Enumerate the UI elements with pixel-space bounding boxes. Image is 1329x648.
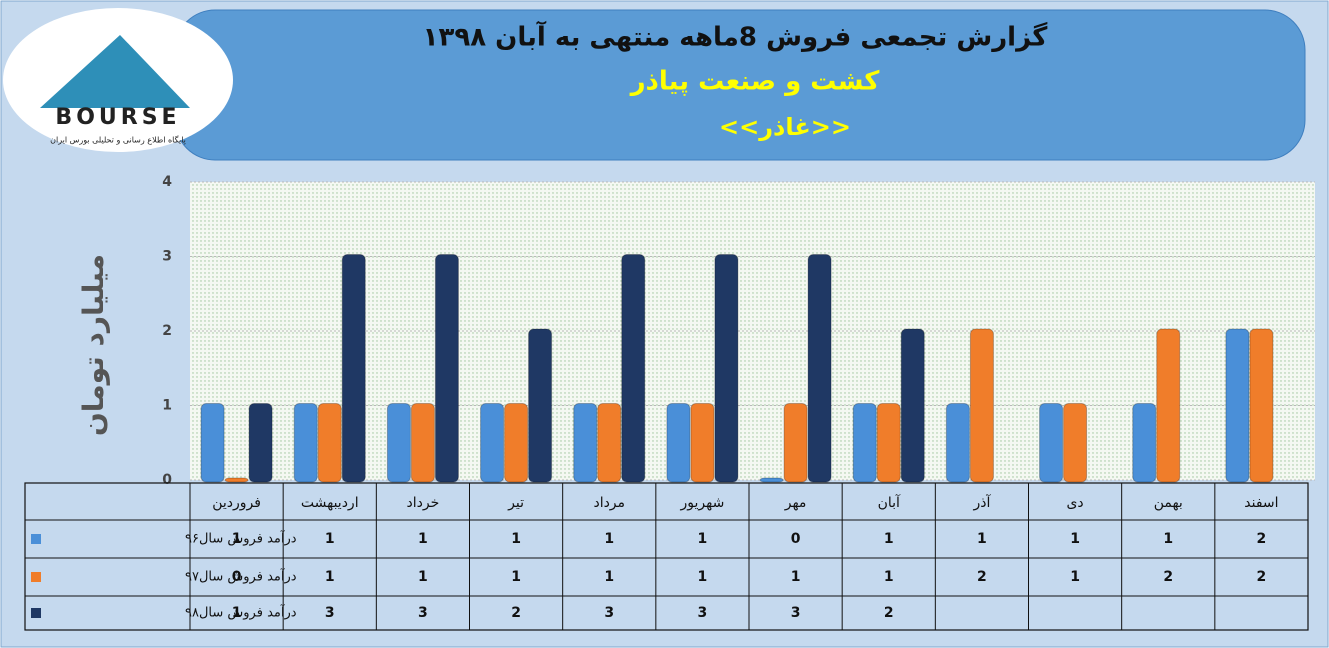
x-tick-label: تیر <box>507 495 524 511</box>
table-value: 2 <box>511 605 521 621</box>
table-value: 1 <box>698 569 708 585</box>
bar <box>293 403 318 483</box>
bar <box>480 403 505 483</box>
table-value: 1 <box>884 531 894 547</box>
y-tick-label: 2 <box>162 323 172 339</box>
bar <box>224 477 249 483</box>
logo-caption: پایگاه اطلاع رسانی و تحلیلی بورس ایران <box>50 135 186 145</box>
legend-swatch <box>31 572 41 582</box>
bar <box>597 403 622 483</box>
x-tick-label: دی <box>1066 495 1083 511</box>
bar <box>807 254 832 483</box>
table-value: 3 <box>698 605 708 621</box>
bar <box>876 403 901 483</box>
y-tick-label: 4 <box>162 174 172 190</box>
x-tick-label: شهریور <box>680 495 725 511</box>
table-value: 3 <box>325 605 335 621</box>
table-value: 1 <box>698 531 708 547</box>
legend-label: درآمد فروش سال۹۸ <box>185 604 297 621</box>
y-tick-label: 3 <box>162 249 172 265</box>
table-value: 0 <box>791 531 801 547</box>
x-tick-label: اردیبهشت <box>301 495 359 511</box>
table-value: 1 <box>791 569 801 585</box>
bar <box>248 403 273 483</box>
bar <box>1249 328 1274 483</box>
bar <box>504 403 529 483</box>
bar <box>200 403 225 483</box>
table-value: 1 <box>325 569 335 585</box>
bar <box>945 403 970 483</box>
bar <box>621 254 646 483</box>
x-tick-label: آبان <box>878 494 901 511</box>
table-value: 2 <box>1163 569 1173 585</box>
bar <box>528 328 553 483</box>
table-value: 1 <box>604 569 614 585</box>
table-value: 3 <box>418 605 428 621</box>
x-tick-label: مهر <box>784 495 807 511</box>
bar <box>434 254 459 483</box>
x-tick-label: بهمن <box>1154 495 1183 511</box>
table-value: 1 <box>418 531 428 547</box>
bar <box>666 403 691 483</box>
y-axis-label: میلیارد تومان <box>77 254 110 436</box>
table-value: 1 <box>1070 531 1080 547</box>
legend-swatch <box>31 608 41 618</box>
bar <box>1156 328 1181 483</box>
legend-label: درآمد فروش سال۹۶ <box>185 530 297 547</box>
chart-symbol: <<غاذر>> <box>719 113 851 141</box>
table-value: 1 <box>977 531 987 547</box>
bar <box>1225 328 1250 483</box>
table-value: 1 <box>1163 531 1173 547</box>
table-value: 1 <box>511 569 521 585</box>
bar <box>759 477 784 483</box>
table-value: 1 <box>1070 569 1080 585</box>
table-value: 2 <box>1257 531 1267 547</box>
bar <box>341 254 366 483</box>
bar <box>714 254 739 483</box>
x-tick-label: مرداد <box>593 495 625 511</box>
table-value: 1 <box>232 605 242 621</box>
bar <box>969 328 994 483</box>
table-value: 0 <box>232 569 242 585</box>
bar <box>1063 403 1088 483</box>
bar <box>386 403 411 483</box>
table-value: 2 <box>977 569 987 585</box>
chart-title: گزارش تجمعی فروش 8ماهه منتهی به آبان ۱۳۹… <box>423 21 1049 53</box>
x-tick-label: فروردین <box>212 495 261 511</box>
x-tick-label: اسفند <box>1244 495 1278 511</box>
logo-icon <box>40 35 190 108</box>
table-value: 2 <box>1257 569 1267 585</box>
bar <box>900 328 925 483</box>
legend-label: درآمد فروش سال۹۷ <box>185 568 297 585</box>
bar <box>783 403 808 483</box>
y-tick-label: 1 <box>162 398 172 414</box>
legend-swatch <box>31 534 41 544</box>
table-value: 1 <box>511 531 521 547</box>
table-value: 1 <box>604 531 614 547</box>
table-value: 3 <box>791 605 801 621</box>
table-value: 1 <box>325 531 335 547</box>
bar <box>573 403 598 483</box>
bar <box>690 403 715 483</box>
table-value: 1 <box>232 531 242 547</box>
table-value: 3 <box>604 605 614 621</box>
table-value: 1 <box>418 569 428 585</box>
bar <box>1039 403 1064 483</box>
bar <box>317 403 342 483</box>
logo-name: BOURSE <box>55 105 180 130</box>
bar <box>1132 403 1157 483</box>
y-tick-label: 0 <box>162 472 172 488</box>
x-tick-label: آذر <box>972 494 991 511</box>
table-value: 2 <box>884 605 894 621</box>
table-value: 1 <box>884 569 894 585</box>
chart-subtitle: کشت و صنعت پیاذر <box>629 67 881 97</box>
x-tick-label: خرداد <box>407 495 440 511</box>
bar <box>852 403 877 483</box>
bar <box>410 403 435 483</box>
